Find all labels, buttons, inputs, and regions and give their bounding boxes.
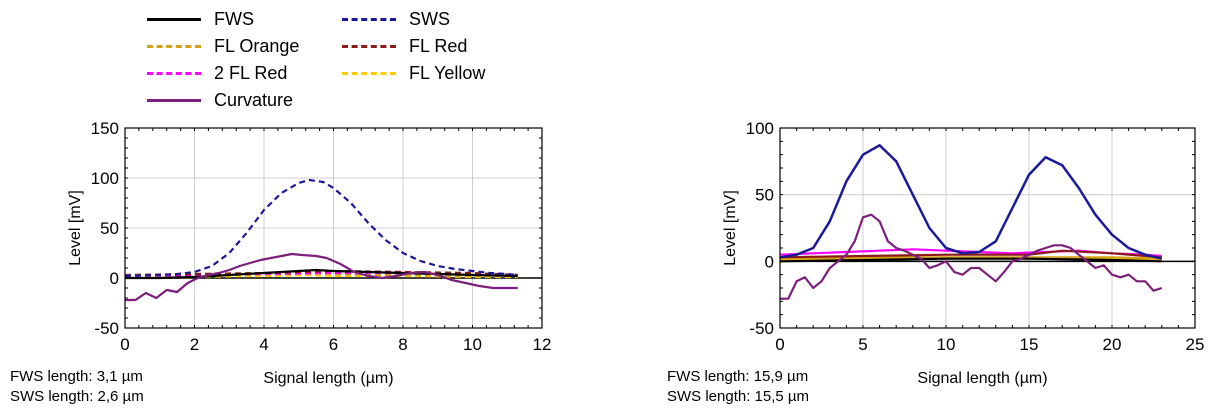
legend-label: 2 FL Red <box>214 62 288 83</box>
y-tick-label: -50 <box>94 319 119 338</box>
x-tick-label: 0 <box>775 335 784 354</box>
x-tick-label: 10 <box>463 335 482 354</box>
series-line-fl-orange <box>779 256 1162 260</box>
legend-item-fws: FWS <box>147 9 254 29</box>
sws-length-text: SWS length: 2,6 µm <box>10 388 144 405</box>
x-tick-label: 5 <box>858 335 867 354</box>
minor-ticks <box>779 127 1196 329</box>
series-line-sws <box>779 144 1163 260</box>
x-tick-label: 8 <box>398 335 407 354</box>
legend-label: FWS <box>214 8 254 29</box>
y-tick-label: -50 <box>749 319 774 338</box>
legend-label: FL Red <box>409 35 468 56</box>
x-tick-label: 12 <box>533 335 552 354</box>
chart-right-info: FWS length: 15,9 µm SWS length: 15,5 µm <box>667 367 809 407</box>
grid <box>779 127 1196 329</box>
legend-item-sws: SWS <box>342 9 450 29</box>
sws-length-text: SWS length: 15,5 µm <box>667 388 810 405</box>
legend-swatch <box>147 71 201 75</box>
legend-swatch <box>342 71 396 75</box>
x-tick-label: 4 <box>259 335 268 354</box>
legend-swatch <box>147 44 201 48</box>
legend-swatch <box>342 44 396 48</box>
series-line-curvature <box>780 213 1163 300</box>
x-tick-label: 10 <box>937 335 956 354</box>
x-axis-label: Signal length (µm) <box>263 370 393 387</box>
x-tick-label: 15 <box>1020 335 1039 354</box>
series-line-fws <box>779 257 1162 263</box>
legend-item-fl-orange: FL Orange <box>147 36 299 56</box>
legend-label: FL Yellow <box>409 62 486 83</box>
series-line-curvature <box>125 252 518 302</box>
minor-ticks <box>124 127 543 329</box>
fws-length-text: FWS length: 15,9 µm <box>667 368 809 385</box>
legend-item-fl-red: FL Red <box>342 36 467 56</box>
y-tick-label: 50 <box>755 186 774 205</box>
y-axis-label: Level [mV] <box>722 190 739 266</box>
x-tick-label: 6 <box>329 335 338 354</box>
chart-left-info: FWS length: 3,1 µm SWS length: 2,6 µm <box>10 367 144 407</box>
y-tick-label: 0 <box>765 252 774 271</box>
y-axis-label: Level [mV] <box>67 190 84 266</box>
y-tick-label: 100 <box>91 169 119 188</box>
x-tick-label: 2 <box>190 335 199 354</box>
y-tick-label: 0 <box>110 269 119 288</box>
legend-label: SWS <box>409 8 451 29</box>
legend-swatch <box>147 98 201 102</box>
y-tick-label: 150 <box>91 119 119 138</box>
legend: FWS SWS FL Orange FL Red 2 FL Red FL Yellow Cu… <box>0 0 560 115</box>
legend-item-fl-yellow: FL Yellow <box>342 63 485 83</box>
fws-length-text: FWS length: 3,1 µm <box>10 368 143 385</box>
x-tick-label: 25 <box>1186 335 1205 354</box>
series-line-sws <box>124 178 518 278</box>
x-axis-label: Signal length (µm) <box>917 370 1047 387</box>
x-tick-label: 20 <box>1103 335 1122 354</box>
legend-label: FL Orange <box>214 35 300 56</box>
x-tick-label: 0 <box>120 335 129 354</box>
legend-item-2-fl-red: 2 FL Red <box>147 63 287 83</box>
legend-item-curvature: Curvature <box>147 90 293 110</box>
plot-frame <box>779 127 1196 329</box>
legend-label: Curvature <box>214 89 294 110</box>
legend-swatch <box>147 17 201 21</box>
grid <box>124 127 543 329</box>
y-tick-label: 50 <box>100 219 119 238</box>
y-tick-label: 100 <box>746 119 774 138</box>
legend-swatch <box>342 17 396 21</box>
